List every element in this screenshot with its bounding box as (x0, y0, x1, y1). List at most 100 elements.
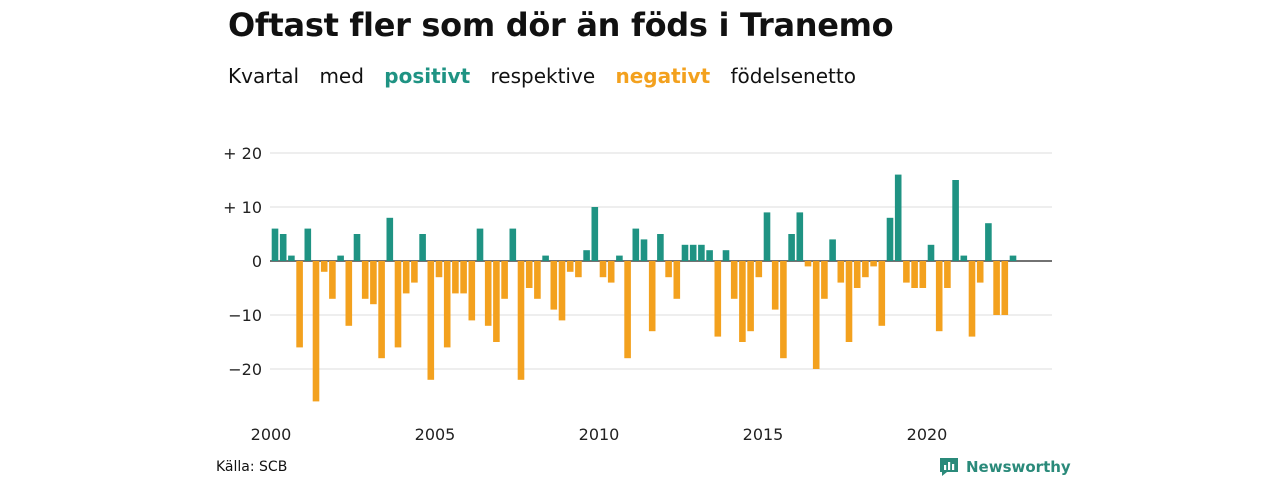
bar (509, 228, 517, 261)
bar (755, 261, 763, 278)
bar (517, 261, 525, 380)
x-tick-label: 2015 (743, 425, 784, 444)
bar (706, 250, 713, 261)
bar (673, 261, 681, 299)
brand-name: Newsworthy (966, 458, 1071, 476)
bar (796, 212, 804, 261)
bar (878, 261, 886, 326)
bar (394, 261, 402, 348)
bar (337, 255, 344, 261)
bar (411, 261, 418, 283)
bar (484, 261, 492, 326)
bar (378, 261, 385, 359)
y-axis-labels: + 20 + 10 0 −10 −20 (223, 144, 262, 379)
bar (763, 212, 771, 261)
bar (493, 261, 500, 342)
bar (648, 261, 656, 332)
bar (821, 261, 828, 299)
bar (903, 261, 910, 283)
bar (714, 261, 722, 337)
bar (886, 217, 894, 261)
bar (616, 255, 623, 261)
bar (542, 255, 549, 261)
bar (304, 228, 312, 261)
chart-subtitle: Kvartal med positivt respektive negativt… (228, 64, 870, 88)
y-tick-label: + 10 (223, 198, 262, 217)
bar (780, 261, 787, 359)
bar (279, 234, 287, 261)
bar (296, 261, 303, 348)
bar (402, 261, 410, 294)
x-axis-labels: 2000 2005 2010 2015 2020 (251, 425, 948, 444)
bar (985, 223, 992, 261)
bar (919, 261, 927, 288)
bar (657, 234, 664, 261)
bar (443, 261, 451, 348)
bar (730, 261, 738, 299)
bar (771, 261, 779, 310)
bar (550, 261, 558, 310)
subtitle-word: födelsenetto (730, 64, 856, 88)
bar (468, 261, 476, 321)
bar (944, 261, 951, 288)
bar (722, 250, 730, 261)
x-tick-label: 2020 (907, 425, 948, 444)
legend-negative: negativt (615, 64, 711, 88)
bar (993, 261, 1000, 315)
bar (747, 261, 754, 332)
subtitle-word: med (319, 64, 364, 88)
bar (452, 261, 459, 294)
bar (698, 244, 705, 261)
x-tick-label: 2010 (579, 425, 620, 444)
bar (845, 261, 853, 342)
bar (583, 250, 590, 261)
legend-positive: positivt (384, 64, 471, 88)
bar (1001, 261, 1009, 315)
bar (435, 261, 443, 278)
bar (361, 261, 369, 299)
bar (460, 261, 467, 294)
bars (271, 174, 1017, 402)
bar (558, 261, 566, 321)
y-tick-label: −20 (228, 360, 262, 379)
bar (501, 261, 508, 299)
bar (681, 244, 689, 261)
bar (607, 261, 615, 283)
bar (271, 228, 279, 261)
bar (952, 180, 959, 261)
bar (976, 261, 984, 283)
bar (525, 261, 533, 288)
y-tick-label: 0 (252, 252, 262, 271)
chart-title: Oftast fler som dör än föds i Tranemo (228, 6, 894, 44)
bar (353, 234, 361, 261)
bar (804, 261, 812, 267)
x-tick-label: 2005 (415, 425, 456, 444)
bar (788, 234, 795, 261)
bar (689, 244, 697, 261)
bar (739, 261, 746, 342)
bar (320, 261, 328, 272)
bar (665, 261, 672, 278)
newsworthy-logo-icon (940, 458, 958, 476)
bar (427, 261, 435, 380)
bar (862, 261, 869, 278)
bar (599, 261, 607, 278)
bar (927, 244, 935, 261)
bar (935, 261, 943, 332)
bar (591, 207, 599, 261)
bar (829, 239, 836, 261)
bar (312, 261, 320, 402)
bar (624, 261, 631, 359)
bar (345, 261, 353, 326)
bar (329, 261, 336, 299)
y-tick-label: −10 (228, 306, 262, 325)
bar (960, 255, 968, 261)
bar (419, 234, 426, 261)
bar (370, 261, 377, 305)
x-tick-label: 2000 (251, 425, 292, 444)
source-note: Källa: SCB (216, 459, 288, 475)
bar (968, 261, 976, 337)
bar (812, 261, 820, 369)
bar (575, 261, 582, 278)
